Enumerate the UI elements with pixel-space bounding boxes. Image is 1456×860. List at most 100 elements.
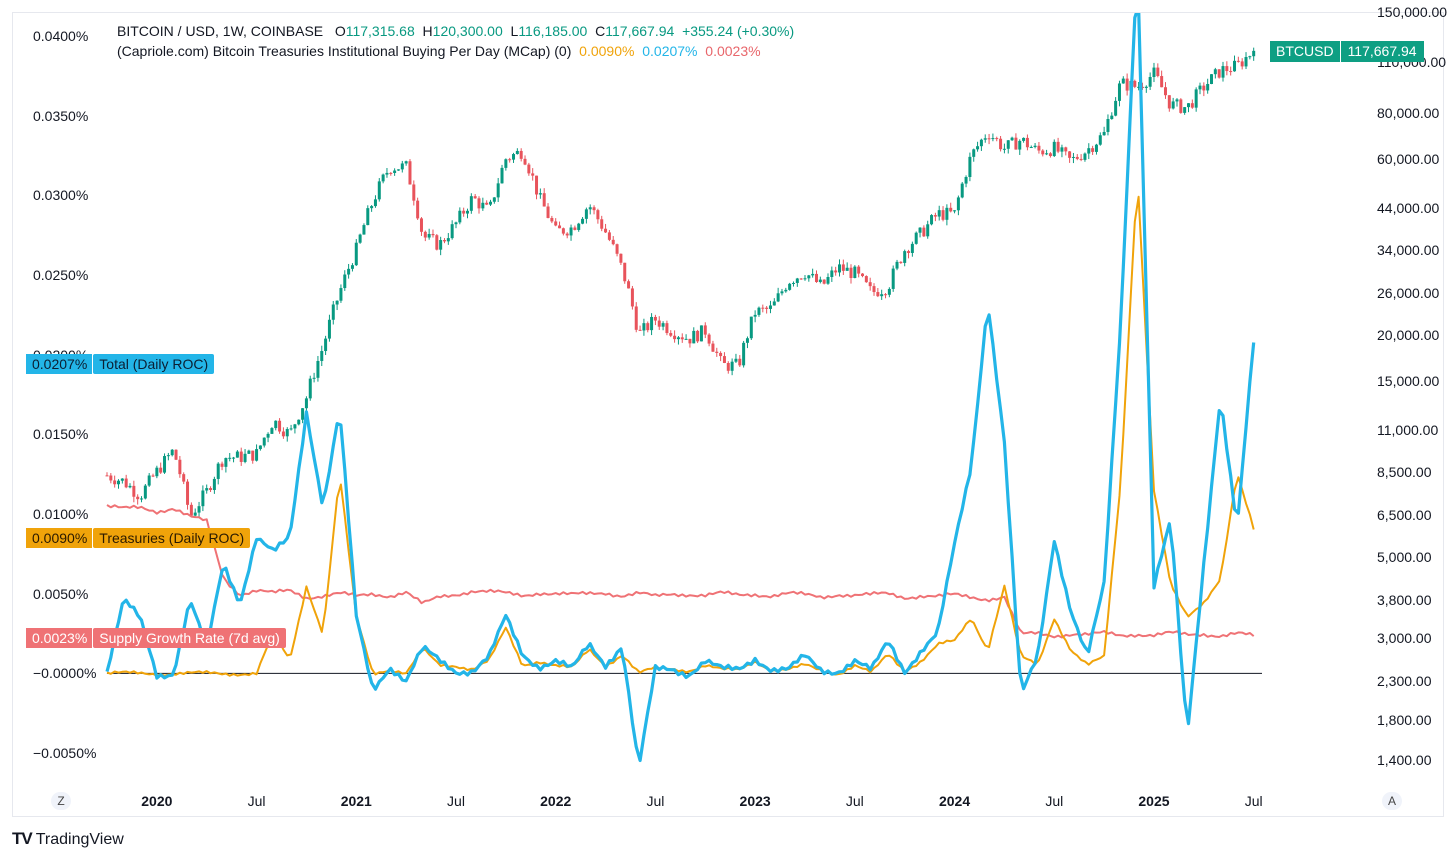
candle-body <box>1229 71 1233 73</box>
candle-body <box>979 139 983 147</box>
candle-body <box>512 154 516 160</box>
candle-body <box>688 338 692 344</box>
candle-body <box>604 228 608 233</box>
candle-body <box>738 358 742 366</box>
price-change: +355.24 (+0.30%) <box>682 23 795 39</box>
candle-body <box>937 210 941 217</box>
candle-body <box>535 175 539 195</box>
candle-body <box>811 273 815 276</box>
candle-body <box>416 200 420 219</box>
candle-body <box>956 197 960 211</box>
candle-body <box>531 173 535 176</box>
candle-body <box>596 210 600 220</box>
candle-body <box>960 183 964 198</box>
candle-body <box>1068 151 1072 158</box>
candle-body <box>485 202 489 205</box>
candle-body <box>404 161 408 164</box>
right-axis-tick: 5,000.00 <box>1377 548 1432 565</box>
candle-body <box>646 323 650 331</box>
candle-body <box>243 453 247 462</box>
candle-body <box>205 488 209 491</box>
candle-body <box>542 193 546 207</box>
candle-body <box>377 181 381 200</box>
candle-body <box>308 378 312 399</box>
close-label: C <box>595 23 606 39</box>
candle-body <box>182 474 186 482</box>
candle-body <box>1018 140 1022 150</box>
candle-body <box>1083 153 1087 160</box>
candle-body <box>887 288 891 295</box>
close-value: 117,667.94 <box>605 23 675 39</box>
x-axis-tick: 2025 <box>1138 793 1170 809</box>
indicator-value-total: 0.0207% <box>642 43 698 59</box>
candle-body <box>117 480 121 485</box>
candle-body <box>1240 61 1244 67</box>
tradingview-logo[interactable]: TV TradingView <box>12 829 124 849</box>
x-axis-tick: 2020 <box>141 793 173 809</box>
candle-body <box>623 262 627 282</box>
candle-body <box>573 227 577 230</box>
open-label: O <box>334 23 346 39</box>
legend-tag-treasuries[interactable]: 0.0090% Treasuries (Daily ROC) <box>26 528 251 548</box>
candle-body <box>339 288 343 301</box>
candles-group <box>105 47 1256 518</box>
candle-body <box>968 156 972 178</box>
candle-body <box>201 490 205 507</box>
left-axis-tick: 0.0100% <box>33 506 89 523</box>
candle-body <box>1133 80 1137 87</box>
candle-body <box>232 457 236 459</box>
candle-body <box>504 159 508 168</box>
candle-body <box>431 233 435 236</box>
candle-body <box>186 481 190 505</box>
candle-body <box>826 277 830 284</box>
candle-body <box>703 325 707 335</box>
candle-body <box>1033 145 1037 148</box>
candle-body <box>216 463 220 479</box>
indicator-header: (Capriole.com) Bitcoin Treasuries Instit… <box>117 43 761 59</box>
candle-body <box>830 270 834 278</box>
candle-body <box>331 304 335 320</box>
candle-body <box>926 224 930 237</box>
candle-body <box>1190 103 1194 108</box>
candle-body <box>220 463 224 467</box>
candle-body <box>734 358 738 362</box>
low-value: 116,185.00 <box>518 23 588 39</box>
candle-body <box>1029 147 1033 149</box>
candle-body <box>1110 115 1114 120</box>
candle-body <box>235 451 239 458</box>
candle-body <box>776 293 780 302</box>
timezone-button[interactable]: Z <box>51 792 71 810</box>
candle-body <box>1025 137 1029 148</box>
candle-body <box>941 210 945 220</box>
candle-body <box>749 316 753 339</box>
candle-body <box>964 177 968 184</box>
candle-body <box>853 266 857 278</box>
candle-body <box>393 170 397 174</box>
right-axis-tick: 3,000.00 <box>1377 630 1432 647</box>
candle-body <box>834 270 838 273</box>
candle-body <box>458 210 462 223</box>
candle-body <box>1117 83 1121 101</box>
candle-body <box>462 210 466 214</box>
candle-body <box>642 323 646 331</box>
candle-body <box>730 361 734 371</box>
candle-body <box>584 209 588 219</box>
legend-tag-total[interactable]: 0.0207% Total (Daily ROC) <box>26 354 215 374</box>
candle-body <box>650 316 654 331</box>
candle-body <box>761 307 765 309</box>
candle-body <box>581 218 585 224</box>
candle-body <box>159 467 163 473</box>
candle-body <box>1071 156 1075 158</box>
candle-body <box>910 243 914 253</box>
candle-body <box>711 343 715 352</box>
candle-body <box>389 172 393 174</box>
candle-body <box>1213 69 1217 75</box>
auto-scale-button[interactable]: A <box>1382 792 1402 810</box>
candle-body <box>933 215 937 217</box>
legend-tag-supply[interactable]: 0.0023% Supply Growth Rate (7d avg) <box>26 628 286 648</box>
candle-body <box>174 449 178 460</box>
candle-body <box>500 167 504 184</box>
candle-body <box>1244 57 1248 67</box>
right-axis-tick: 11,000.00 <box>1377 422 1439 439</box>
